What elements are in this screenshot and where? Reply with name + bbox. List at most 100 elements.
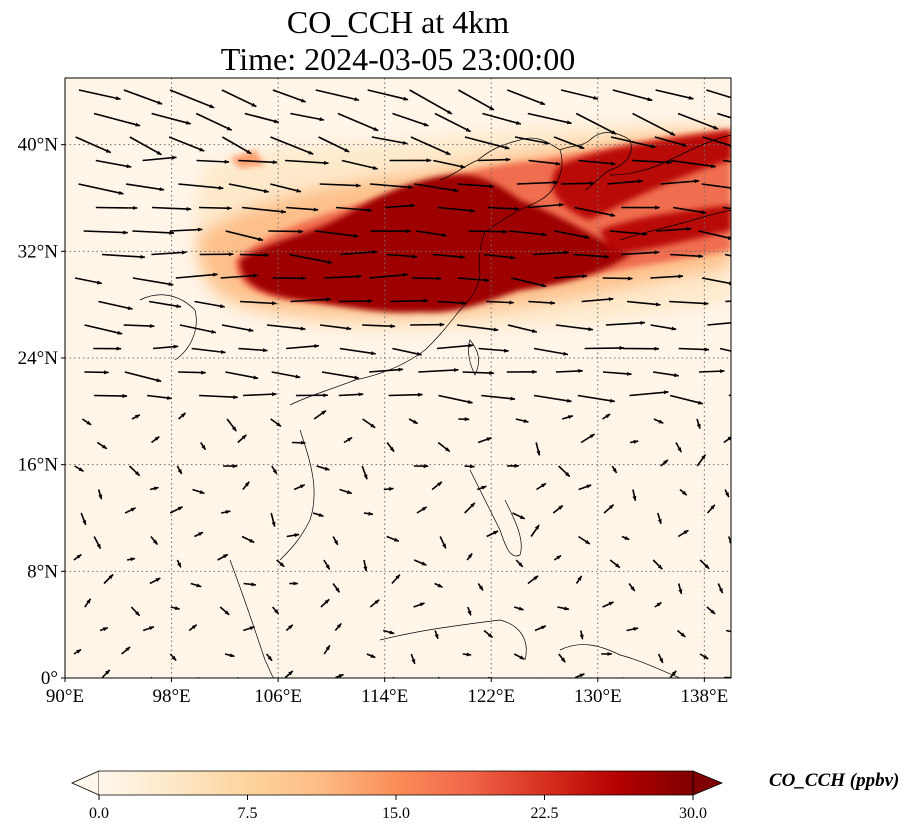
wind-arrow	[653, 418, 664, 424]
wind-arrow	[707, 322, 731, 326]
wind-arrow	[654, 601, 662, 608]
wind-arrow	[367, 89, 409, 101]
wind-arrow	[602, 371, 632, 376]
wind-arrow	[555, 324, 594, 332]
wind-arrow	[363, 511, 374, 516]
wind-arrow	[338, 392, 364, 397]
wind-arrow	[575, 673, 585, 678]
wind-arrow	[224, 653, 235, 658]
wind-arrow	[561, 415, 574, 420]
wind-vectors	[73, 89, 731, 678]
wind-arrow	[391, 574, 401, 585]
wind-arrow	[533, 347, 569, 356]
wind-arrow	[192, 488, 205, 495]
wind-arrow	[533, 394, 572, 403]
wind-arrow	[169, 227, 203, 232]
wind-arrow	[129, 136, 162, 156]
wind-arrow	[340, 250, 378, 256]
wind-arrow	[124, 371, 162, 383]
wind-arrow	[580, 433, 595, 444]
wind-arrow	[409, 89, 453, 115]
wind-arrow	[436, 343, 474, 350]
wind-arrow	[457, 183, 495, 189]
wind-arrow	[124, 507, 136, 514]
wind-arrow	[602, 413, 611, 420]
wind-arrow	[464, 136, 510, 150]
wind-arrow	[534, 625, 547, 632]
lat-tick-labels: 0° 8°N 16°N 24°N 32°N 40°N	[18, 135, 65, 689]
lon-tick-label: 90°E	[46, 686, 84, 707]
wind-arrow	[516, 180, 559, 185]
wind-arrow	[434, 630, 439, 640]
wind-arrow	[579, 630, 584, 640]
wind-arrow	[169, 89, 215, 109]
wind-arrow	[481, 394, 516, 401]
wind-arrow	[656, 226, 692, 232]
wind-arrow	[603, 504, 615, 514]
wind-arrow	[217, 553, 229, 561]
wind-arrow	[196, 159, 230, 164]
wind-arrow	[290, 297, 332, 303]
wind-arrow	[609, 559, 621, 569]
wind-arrow	[371, 136, 408, 145]
lon-tick-label: 130°E	[574, 686, 622, 707]
wind-arrow	[513, 606, 524, 611]
wind-arrow	[99, 626, 109, 632]
wind-arrow	[699, 653, 709, 660]
wind-arrow	[482, 112, 522, 125]
wind-arrow	[477, 437, 492, 444]
wind-arrow	[584, 345, 625, 350]
wind-arrow	[621, 535, 630, 541]
wind-arrow	[728, 394, 731, 397]
wind-arrow	[677, 529, 689, 538]
wind-arrow	[670, 394, 704, 405]
wind-arrow	[338, 299, 373, 304]
wind-arrow	[335, 673, 344, 678]
wind-arrow	[190, 582, 202, 588]
wind-arrow	[611, 465, 618, 474]
wind-arrow	[363, 559, 368, 572]
wind-arrow	[126, 557, 136, 562]
wind-arrow	[284, 670, 294, 678]
wind-arrow	[312, 512, 324, 517]
wind-arrow	[706, 606, 716, 615]
wind-arrow	[323, 559, 331, 570]
wind-arrow	[561, 181, 595, 186]
wind-arrow	[242, 392, 277, 397]
wind-arrow	[361, 465, 368, 480]
wind-arrow	[237, 434, 247, 444]
wind-arrow	[629, 390, 669, 397]
wind-arrow	[655, 89, 694, 100]
lon-tick-labels: 90°E 98°E 106°E 114°E 122°E 130°E 138°E	[46, 678, 728, 707]
wind-arrow	[652, 371, 680, 378]
wind-arrow	[80, 512, 87, 526]
colorbar-extend-max	[692, 770, 724, 796]
wind-arrow	[93, 536, 102, 550]
wind-arrow	[276, 559, 285, 568]
wind-arrow	[464, 464, 475, 469]
wind-arrow	[437, 206, 476, 213]
wind-arrow	[439, 536, 447, 549]
wind-arrow	[339, 347, 377, 356]
wind-arrow	[462, 371, 495, 376]
wind-arrow	[652, 559, 663, 570]
wind-arrow	[123, 324, 155, 329]
wind-arrow	[657, 653, 664, 664]
wind-arrow	[727, 536, 731, 546]
wind-arrow	[78, 89, 121, 101]
wind-arrow	[415, 230, 448, 237]
wind-arrow	[179, 324, 217, 334]
wind-arrow	[706, 504, 716, 514]
lat-tick-label: 32°N	[18, 241, 59, 262]
wind-arrow	[706, 89, 731, 99]
wind-arrow	[699, 369, 725, 374]
wind-arrow	[512, 512, 526, 520]
lon-tick-label: 122°E	[467, 686, 515, 707]
wind-arrow	[95, 205, 138, 210]
colorbar-tick-label: 15.0	[382, 805, 410, 822]
wind-arrow	[528, 300, 556, 305]
wind-arrow	[605, 320, 646, 326]
wind-arrow	[241, 206, 287, 214]
wind-arrow	[383, 486, 394, 491]
wind-arrow	[121, 646, 131, 655]
